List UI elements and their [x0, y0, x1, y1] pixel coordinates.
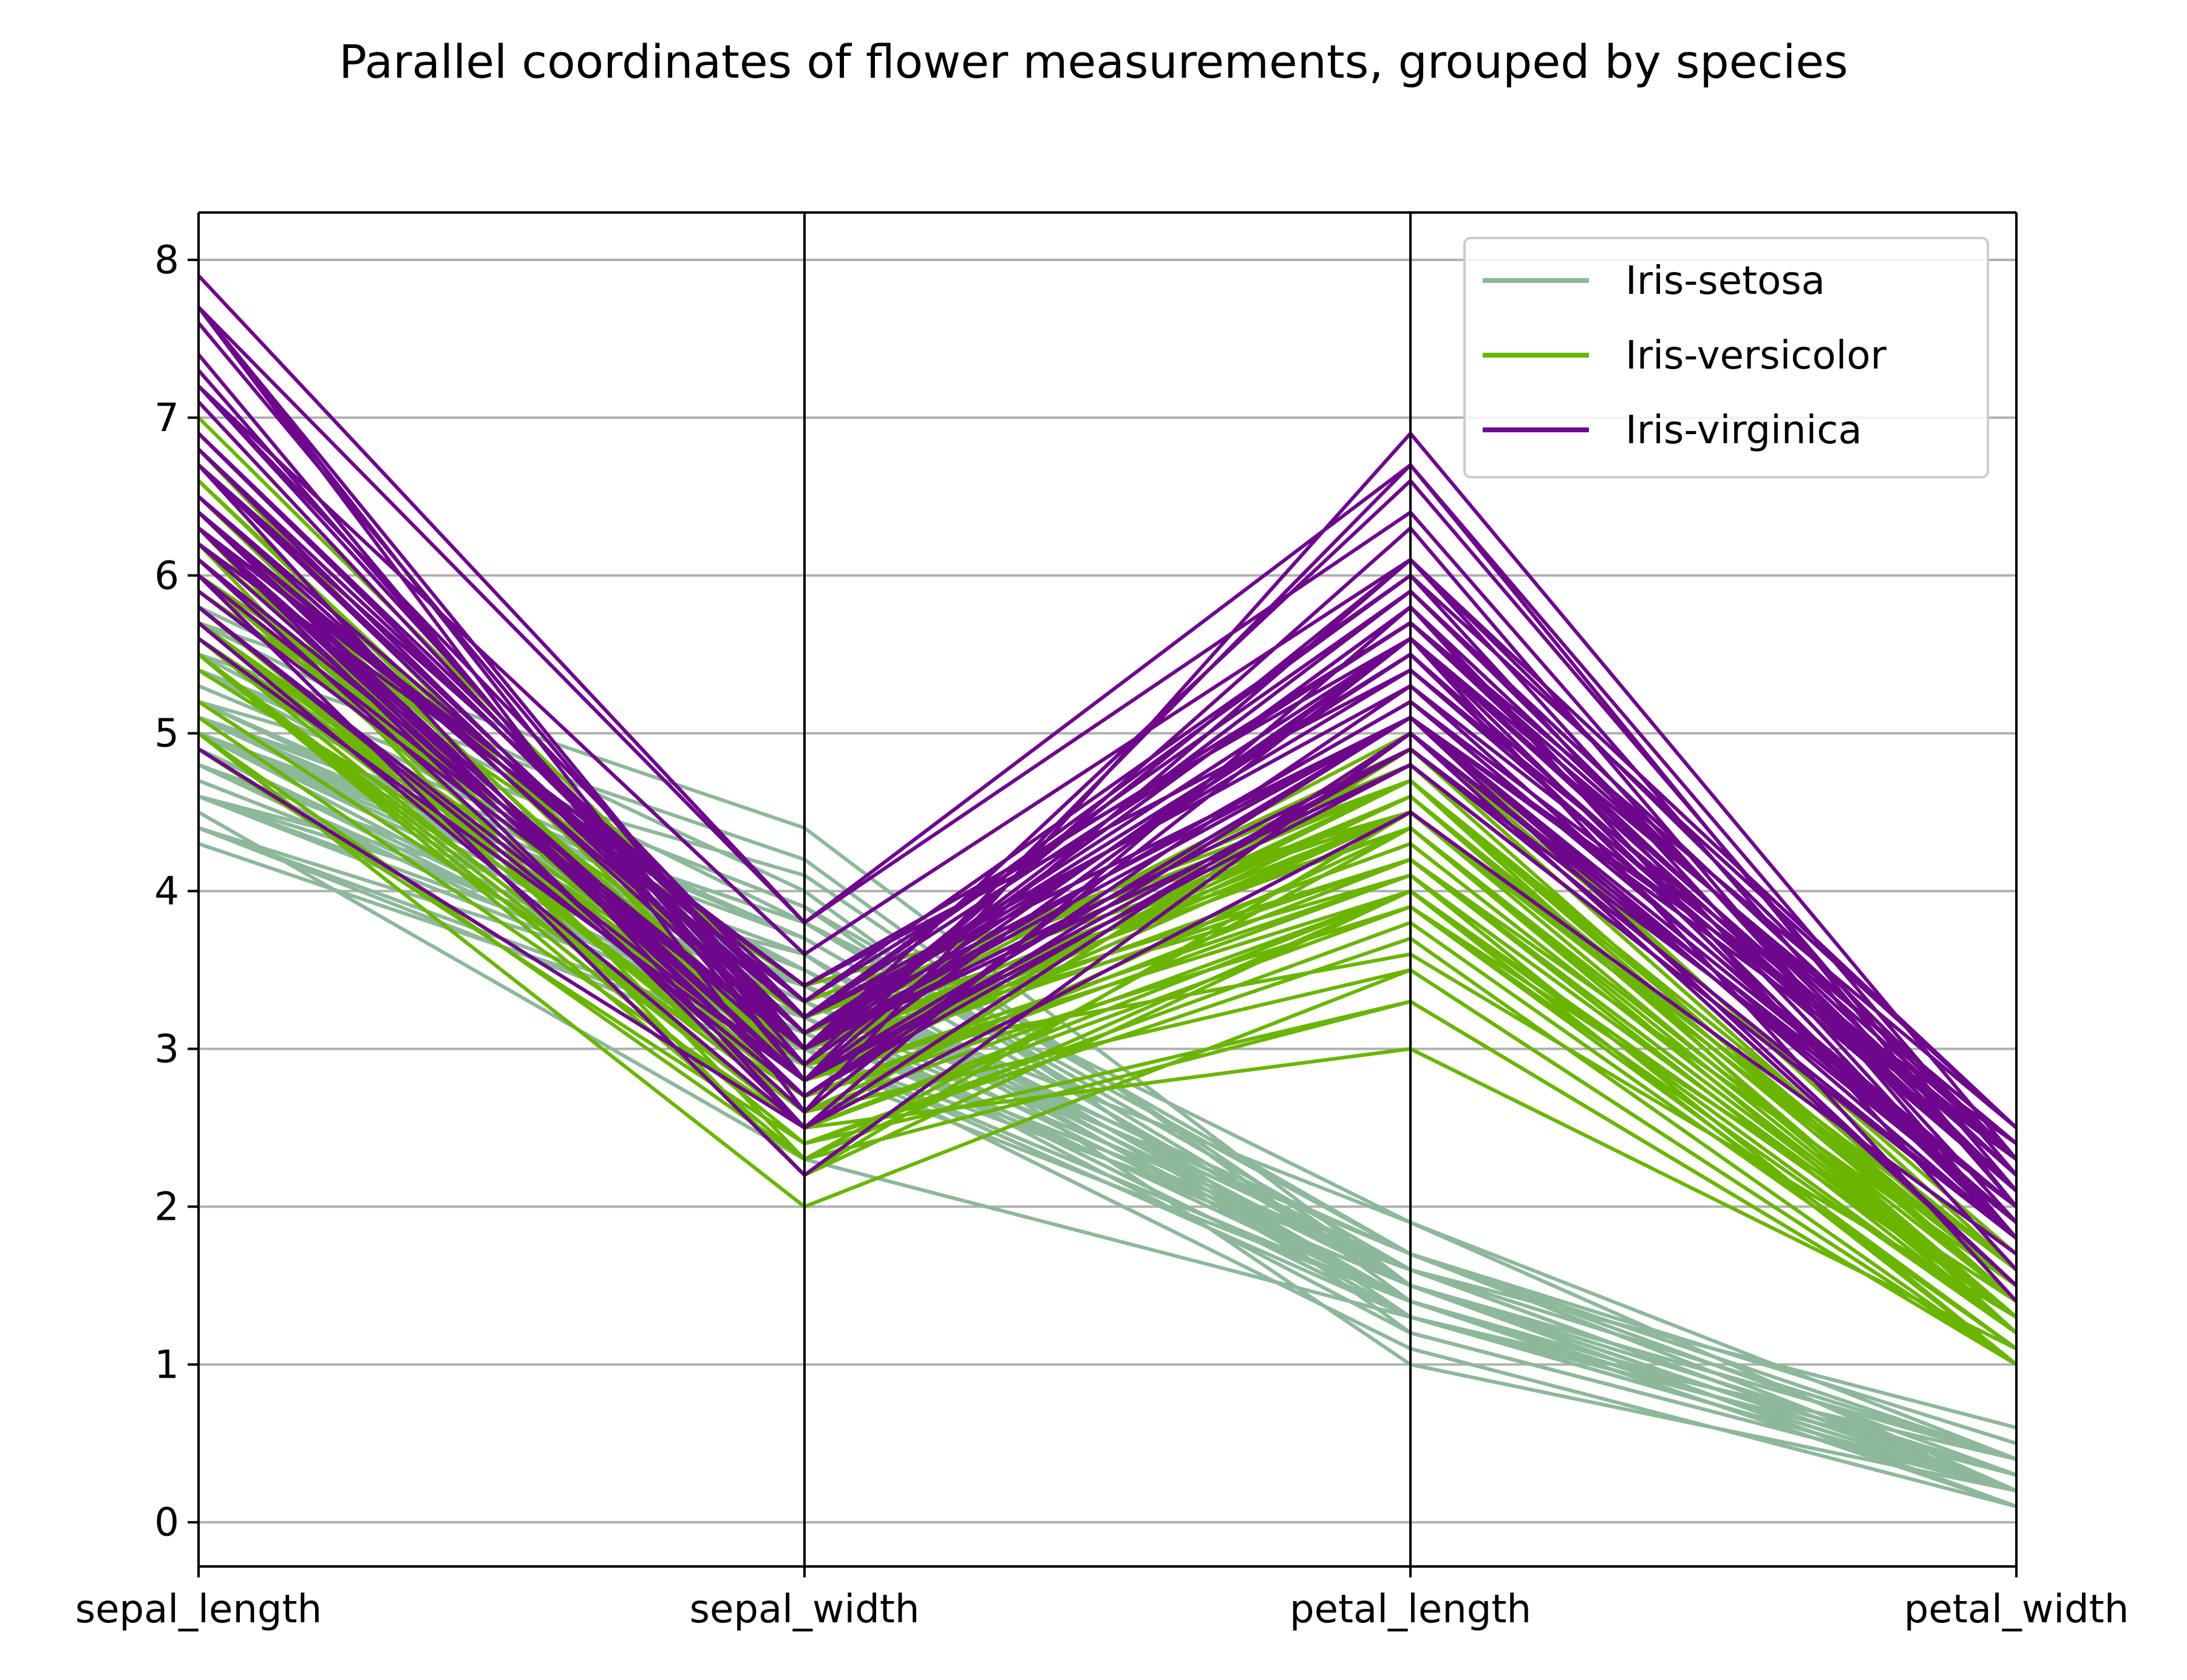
legend-item: Iris-setosa — [1483, 259, 1825, 304]
data-line — [197, 653, 2018, 1366]
y-tick-label: 7 — [154, 396, 179, 441]
y-tick-label: 5 — [154, 712, 179, 757]
parallel-axes — [197, 211, 2018, 1568]
data-line — [197, 590, 2018, 1240]
y-ticks: 0 1 2 3 4 5 6 7 8 — [154, 238, 199, 1545]
chart-title: Parallel coordinates of flower measureme… — [339, 35, 1848, 89]
data-line — [197, 542, 2018, 1161]
data-line — [197, 463, 2018, 1145]
y-tick-label: 6 — [154, 554, 179, 599]
y-tick-label: 8 — [154, 238, 179, 283]
y-tick-label: 3 — [154, 1027, 179, 1072]
series-lines — [197, 274, 2018, 1509]
axis-name-label: petal_width — [1904, 1587, 2129, 1632]
legend-label: Iris-setosa — [1625, 259, 1825, 304]
data-line — [197, 605, 2018, 1224]
data-line — [197, 716, 2018, 1350]
legend: Iris-setosa Iris-versicolor Iris-virginica — [1463, 237, 1989, 478]
data-line — [197, 306, 2018, 1208]
data-line — [197, 653, 2018, 1319]
data-line — [197, 747, 2018, 1256]
y-tick-label: 4 — [154, 869, 179, 914]
legend-label: Iris-versicolor — [1625, 333, 1887, 378]
legend-item: Iris-virginica — [1483, 408, 1862, 453]
data-line — [197, 511, 2018, 1177]
data-line — [197, 384, 2018, 1129]
axis-labels: sepal_length sepal_width petal_length petal… — [75, 1566, 2129, 1632]
data-line — [197, 463, 2018, 1129]
data-line — [197, 495, 2018, 1208]
legend-label: Iris-virginica — [1625, 408, 1862, 453]
data-line — [197, 305, 2018, 1177]
y-tick-label: 2 — [154, 1185, 179, 1229]
data-line — [197, 447, 2018, 1161]
axis-name-label: sepal_width — [690, 1587, 920, 1632]
legend-box — [1463, 237, 1989, 478]
y-tick-label: 0 — [154, 1500, 179, 1545]
data-line — [197, 574, 2018, 1287]
data-line — [197, 732, 2018, 1366]
y-tick-label: 1 — [154, 1342, 179, 1387]
series-iris-virginica — [197, 274, 2018, 1303]
axis-name-label: petal_length — [1290, 1587, 1531, 1632]
legend-item: Iris-versicolor — [1483, 333, 1887, 378]
axis-name-label: sepal_length — [75, 1587, 322, 1632]
